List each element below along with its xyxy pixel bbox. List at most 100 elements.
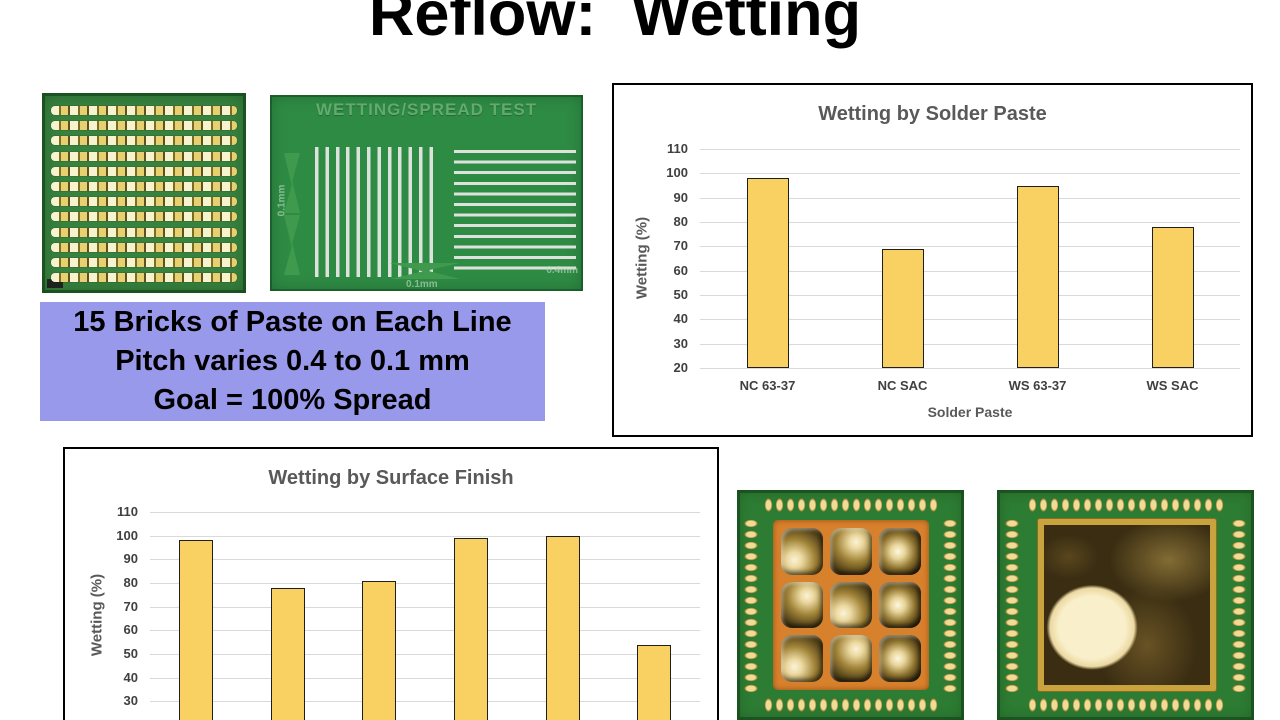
solder-pad xyxy=(879,528,921,575)
y-tick-label: 20 xyxy=(92,717,138,720)
pin-column-right xyxy=(1229,518,1249,692)
gridline xyxy=(150,535,700,537)
solder-pad xyxy=(879,635,921,682)
y-tick-label: 100 xyxy=(116,527,138,543)
gridline xyxy=(700,222,1240,223)
dewetted-solder-surface xyxy=(1044,525,1210,685)
paste-brick-row xyxy=(51,258,237,267)
bar-WS 63-37 xyxy=(1016,185,1059,368)
y-tick-label: 80 xyxy=(673,214,688,229)
solder-pad-grid xyxy=(773,520,929,690)
solder-pad xyxy=(781,635,823,682)
callout-line: Goal = 100% Spread xyxy=(153,384,432,416)
pin-row-top xyxy=(1027,495,1224,515)
pin-row-bottom xyxy=(763,695,938,715)
solder-pad xyxy=(830,528,872,575)
paste-brick-row xyxy=(51,121,237,131)
gridline xyxy=(700,246,1240,248)
y-tick-label: 110 xyxy=(117,504,138,519)
chart-title: Wetting by Solder Paste xyxy=(818,103,1047,125)
gridline xyxy=(700,149,1240,150)
bar-NC 63-37 xyxy=(746,178,789,368)
paste-brick-row xyxy=(51,106,237,115)
pin-column-left xyxy=(741,518,761,692)
gridline xyxy=(700,295,1240,296)
gridline xyxy=(700,368,1240,369)
pcb-spread-test-photo: WETTING/SPREAD TEST 0.1mm 0.1mm 0.4mm xyxy=(270,95,583,291)
y-tick-label: 30 xyxy=(673,335,688,351)
solder-pad xyxy=(879,581,921,629)
pin-row-bottom xyxy=(1027,695,1224,715)
paste-brick-row xyxy=(51,151,237,161)
gridline xyxy=(150,606,700,608)
y-tick-label: 70 xyxy=(673,238,688,254)
y-tick-label: 20 xyxy=(673,360,688,375)
y-tick-label: 40 xyxy=(673,311,688,327)
solder-pad xyxy=(781,581,823,629)
gridline xyxy=(150,512,700,513)
chip-photo-dewetted-pad xyxy=(997,490,1254,720)
paste-brick-row xyxy=(51,136,237,146)
y-tick-label: 30 xyxy=(123,693,138,709)
board-heading: WETTING/SPREAD TEST xyxy=(315,100,538,119)
paste-brick-row xyxy=(51,197,237,207)
solder-pad xyxy=(830,635,872,682)
pin-column-right xyxy=(940,518,960,692)
pitch-label-right: 0.4mm xyxy=(546,265,578,276)
bar-series-4 xyxy=(453,538,488,720)
x-category-label: WS SAC xyxy=(1146,378,1199,393)
y-tick-label: 70 xyxy=(123,598,138,614)
chart-wetting-by-surface-finish: Wetting by Surface Finish Wetting (%) 20… xyxy=(63,447,719,720)
paste-brick-row xyxy=(51,166,237,176)
gridline xyxy=(150,701,700,703)
pitch-label-bottom: 0.1mm xyxy=(406,279,438,290)
bar-NC SAC xyxy=(881,248,924,368)
pin-column-left xyxy=(1002,518,1022,692)
chart-wetting-by-solder-paste: Wetting by Solder Paste Wetting (%) Sold… xyxy=(612,83,1253,437)
y-tick-label: 80 xyxy=(123,575,138,590)
vertical-solder-lines xyxy=(315,147,433,277)
y-tick-label: 60 xyxy=(123,622,138,638)
paste-brick-row xyxy=(51,242,237,252)
bar-series-5 xyxy=(545,535,580,720)
gridline xyxy=(150,630,700,632)
callout-line: Pitch varies 0.4 to 0.1 mm xyxy=(115,345,470,377)
solder-pad xyxy=(781,528,823,575)
bar-series-6 xyxy=(637,644,672,720)
bar-series-2 xyxy=(270,587,305,720)
callout-line: 15 Bricks of Paste on Each Line xyxy=(73,306,512,338)
x-category-label: WS 63-37 xyxy=(1008,378,1067,393)
gridline xyxy=(150,654,700,655)
gridline xyxy=(150,559,700,561)
y-tick-label: 90 xyxy=(123,551,138,567)
paste-brick-row xyxy=(51,182,237,191)
pcb-brick-array-photo xyxy=(42,93,246,293)
callout-box: 15 Bricks of Paste on Each Line Pitch va… xyxy=(40,302,545,421)
pin-row-top xyxy=(763,495,938,515)
solder-pad xyxy=(830,581,872,629)
bar-series-1 xyxy=(178,540,213,720)
page-title: Reflow: Wetting xyxy=(368,0,862,49)
y-tick-label: 60 xyxy=(673,262,688,278)
y-tick-label: 110 xyxy=(667,141,688,156)
pitch-label-left: 0.1mm xyxy=(276,184,288,217)
bar-WS SAC xyxy=(1151,226,1194,368)
solder-pad-large xyxy=(1037,518,1217,692)
x-category-label: NC 63-37 xyxy=(739,378,796,393)
gridline xyxy=(700,319,1240,321)
y-tick-label: 100 xyxy=(666,165,688,181)
paste-brick-row xyxy=(51,273,237,283)
board-corner-tag xyxy=(47,279,63,288)
gridline xyxy=(700,270,1240,272)
gridline xyxy=(700,197,1240,199)
paste-brick-row xyxy=(51,212,237,222)
fiducial-bowtie xyxy=(390,263,460,279)
y-tick-label: 50 xyxy=(673,287,688,302)
gridline xyxy=(700,173,1240,175)
gridline xyxy=(150,677,700,679)
x-axis-label: Solder Paste xyxy=(927,404,1013,420)
gridline xyxy=(700,343,1240,345)
y-tick-label: 50 xyxy=(123,646,138,661)
x-category-label: NC SAC xyxy=(877,378,928,393)
